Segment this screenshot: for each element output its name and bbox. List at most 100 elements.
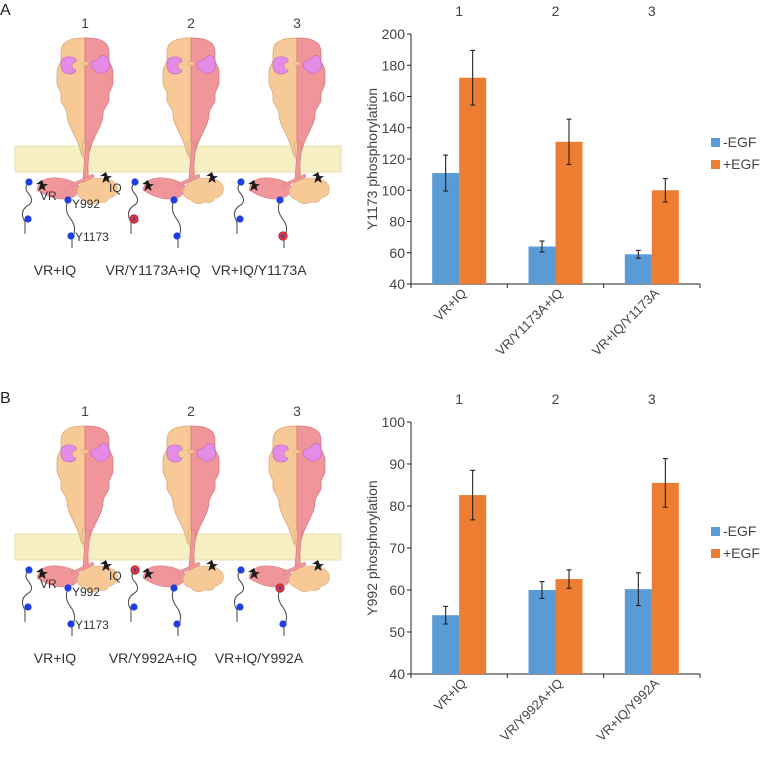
juxtamembrane-latch [70,561,95,576]
vr-tail [21,569,33,622]
vr-tail-site-phospho-icon [130,603,138,611]
bar-plus-egf [555,141,583,284]
vr-top-site-phospho-icon [131,178,139,186]
y1173-site-phospho-icon [67,620,75,628]
y-tick-label: 160 [382,89,406,105]
column-number: 3 [293,15,301,31]
y-tick-label: 100 [382,182,406,198]
juxtamembrane-latch [70,173,95,188]
y1173-site-phospho-icon [173,620,181,628]
y-tick-label: 40 [389,276,405,292]
bar-plus-egf [555,579,583,674]
iq-tail [171,587,182,636]
bar-minus-egf [528,590,556,674]
column-number: 3 [648,391,656,407]
y-tick-label: 80 [389,498,405,514]
ligand-left-icon [166,56,183,75]
receptor-ecd-right [190,425,220,545]
receptor-ecd-left [268,425,298,545]
y-tick-label: 40 [389,666,405,682]
column-number: 1 [81,403,89,419]
legend-label-plus-egf: +EGF [723,545,760,561]
y-tick-label: 180 [382,57,406,73]
column-number: 1 [455,391,463,407]
kinase-receiver [182,177,224,204]
y-tick-label: 80 [389,214,405,230]
y-tick-label: 140 [382,120,406,136]
column-number: 1 [81,15,89,31]
dimer-bridge [187,61,195,66]
dimer-bridge [293,449,301,454]
dimer-bridge [81,61,89,66]
bar-minus-egf [432,615,460,674]
column-number: 2 [552,3,560,19]
bar-plus-egf [651,482,679,674]
y992-site-mutation-mark-icon [278,586,282,590]
iq-tail [277,587,288,636]
juxtamembrane-latch [282,561,307,576]
bar-minus-egf [624,254,652,284]
dimer-bridge [81,449,89,454]
ligand-right-icon [196,443,216,462]
x-tick-label: VR+IQ [431,676,469,714]
vr-tail [233,569,245,622]
iq-annotation: IQ [109,181,122,195]
column-number: 2 [552,391,560,407]
vr-tail [127,569,139,622]
x-tick-label: VR/Y992A+IQ [497,676,566,745]
y1173-site-phospho-icon [173,232,181,240]
receptor-dimer: 2 VR/Y992A+IQ [109,403,224,666]
column-number: 3 [648,3,656,19]
legend-swatch-plus-egf [711,160,720,169]
column-number: 3 [293,403,301,419]
y992-site-phospho-icon [276,196,284,204]
y992-site-phospho-icon [64,584,72,592]
y992-annotation: Y992 [72,197,100,211]
legend-label-minus-egf: -EGF [723,134,756,150]
y1173-site-phospho-icon [67,232,75,240]
y1173-site-mutation-mark-icon [281,234,285,238]
column-number: 2 [187,15,195,31]
vr-top-site-phospho-icon [237,178,245,186]
dimer-bridge [293,61,301,66]
y-tick-label: 60 [389,245,405,261]
cell-membrane [14,145,342,173]
vr-annotation: VR [40,189,57,203]
bar-plus-egf [459,77,487,284]
receptor-dimer: 3 VR+IQ/Y1173A [211,15,330,278]
legend-swatch-minus-egf [711,138,720,147]
vr-tail [21,181,33,234]
y-tick-label: 200 [382,26,406,42]
vr-tail-site-phospho-icon [236,215,244,223]
construct-label: VR/Y1173A+IQ [105,262,200,278]
vr-annotation: VR [40,577,57,591]
receptor-ecd-left [56,425,86,545]
ligand-right-icon [90,55,110,74]
vr-top-site-mutation-mark-icon [133,568,137,572]
ligand-right-icon [196,55,216,74]
y-axis-label: Y1173 phosphorylation [364,88,380,230]
kinase-receiver [76,177,118,204]
receptor-dimer: 1 VR IQ Y992 Y1173 VR+IQ [21,403,122,666]
receptor-ecd-left [56,37,86,157]
receptor-ecd-right [84,37,114,157]
chart-y1173: 40 60 80 100 120 140 160 180 200 1 VR+IQ 2 VR/Y1173A… [364,3,760,359]
iq-tail [277,199,288,248]
cell-membrane [14,533,342,561]
y-tick-label: 120 [382,151,406,167]
y1173-site-phospho-icon [279,620,287,628]
vr-tail-site-phospho-icon [236,603,244,611]
y1173-annotation: Y1173 [75,230,109,244]
x-tick-label: VR+IQ [431,286,469,324]
kinase-receiver [182,565,224,592]
panel-b: B 1 VR IQ Y992 Y1173 VR+IQ 2 VR/Y992A+IQ 3 VR+IQ/Y… [0,390,342,666]
y-axis-label: Y992 phosphorylation [364,480,380,615]
vr-tail [127,181,139,234]
panel-label: A [0,2,11,19]
kinase-receiver [288,565,330,592]
kinase-receiver [76,565,118,592]
receptor-ecd-right [190,37,220,157]
dimer-bridge [187,449,195,454]
y992-site-phospho-icon [170,584,178,592]
column-number: 2 [187,403,195,419]
